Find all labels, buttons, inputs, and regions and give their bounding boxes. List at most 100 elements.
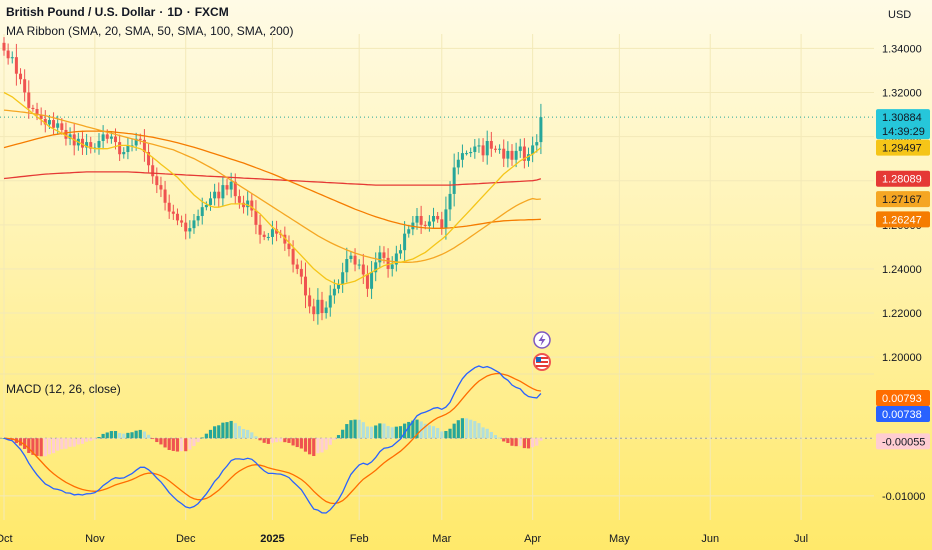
macd-histogram-bar [179,438,184,452]
price-tag-bg [876,109,930,140]
ma-ribbon-legend[interactable]: MA Ribbon (SMA, 20, SMA, 50, SMA, 100, S… [6,24,294,38]
candle-body [283,234,287,244]
price-tick-label: 1.24000 [882,264,922,276]
candle-body [52,120,56,128]
price-tag-value: 1.30884 [882,112,922,124]
time-tick-label: Jul [794,533,808,545]
macd-histogram-bar [68,438,72,447]
macd-histogram-bar [80,438,85,444]
time-tick-label: Oct [0,533,13,545]
candle-body [85,142,89,148]
macd-histogram-bar [43,438,47,457]
price-tag-sma50[interactable]: 1.27167 [876,191,930,208]
currency-label[interactable]: USD [888,9,911,21]
candle-body [2,42,6,51]
candle-body [308,295,312,307]
macd-histogram-bar [452,423,456,439]
price-tag-signal[interactable]: 0.00793 [876,390,930,406]
macd-histogram-bar [221,422,225,439]
candle-body [489,140,493,149]
candle-body [357,264,361,266]
macd-histogram-bar [403,423,407,439]
price-tag-hist[interactable]: -0.00055 [876,433,930,450]
candle-body [287,243,291,250]
price-tick-label: 1.34000 [882,43,922,55]
price-tag-last[interactable]: 1.30884 14:39:29 [876,109,930,140]
macd-histogram-bar [93,438,97,440]
macd-histogram-bar [493,435,498,439]
candle-body [258,224,262,235]
candle-body [217,191,221,199]
moving-averages [3,91,542,286]
candle-body [237,196,241,203]
macd-histogram-bar [159,438,163,445]
price-tag-sma100[interactable]: 1.26247 [876,211,930,228]
macd-histogram-bar [353,419,357,439]
macd-histogram-bar [407,421,411,439]
candle-body [175,213,179,221]
candle-body [522,146,526,161]
candle-body [60,123,64,130]
macd-tick-label: -0.01000 [882,491,925,503]
macd-histogram-bar [266,438,270,444]
macd-histogram-bar [200,437,204,439]
sma50-line [3,109,541,263]
macd-histogram-bar [76,438,80,445]
macd-histogram-bar [64,438,68,449]
price-tag-sma200[interactable]: 1.28089 [876,170,930,187]
macd-histogram-bar [299,438,303,449]
macd-histogram-bar [130,432,134,439]
candle-body [233,181,237,197]
candle-body [493,148,497,150]
price-tag-macd[interactable]: 0.00738 [876,406,930,422]
price-tag-sma20[interactable]: 1.29497 [876,139,930,156]
candle-body [361,264,365,275]
candle-body [469,152,473,154]
candle-body [531,145,535,155]
candle-body [390,264,394,269]
macd-histogram-bar [328,438,332,445]
macd-legend[interactable]: MACD (12, 26, close) [6,382,121,396]
candle-body [200,207,204,216]
candle-body [275,229,279,234]
candle-body [527,154,531,161]
candle-body [452,167,456,194]
candle-body [440,219,444,229]
macd-histogram-bar [349,420,353,439]
candle-body [188,228,192,232]
candle-body [97,140,101,148]
macd-histogram-bar [312,438,316,457]
candle-body [167,202,171,212]
macd-histogram-bar [473,421,477,439]
candle-body [196,215,200,221]
time-axis: Oct Nov Dec 2025 Feb Mar Apr May Jun Jul [0,533,808,545]
us-flag-event-icon[interactable] [533,353,551,371]
candle-body [151,165,155,177]
macd-histogram-bar [489,431,493,439]
candle-body [535,142,539,146]
time-tick-label: Jun [701,533,719,545]
candle-body [171,211,175,214]
candle-body [68,134,72,139]
macd-histogram-bar [101,433,105,439]
macd-histogram-bar [85,438,89,442]
macd-histogram-bar [415,419,419,439]
candle-body [35,109,39,115]
chart-title[interactable]: British Pound / U.S. Dollar · 1D · FXCM [6,5,229,19]
macd-histogram-bar [254,436,258,439]
macd-histogram-bar [502,438,506,442]
candle-body [485,140,489,156]
candle-body [448,193,452,210]
macd-histogram-bar [171,438,175,451]
candle-body [432,215,436,222]
macd-histogram-bar [250,432,254,439]
macd-histogram-bar [122,433,126,439]
candle-body [506,150,510,159]
candle-body [155,176,159,186]
lightning-event-icon[interactable] [533,331,551,349]
time-tick-label: Dec [176,533,196,545]
macd-histogram-bar [188,438,192,450]
candle-body [262,234,266,237]
macd-histogram-bar [213,426,217,439]
